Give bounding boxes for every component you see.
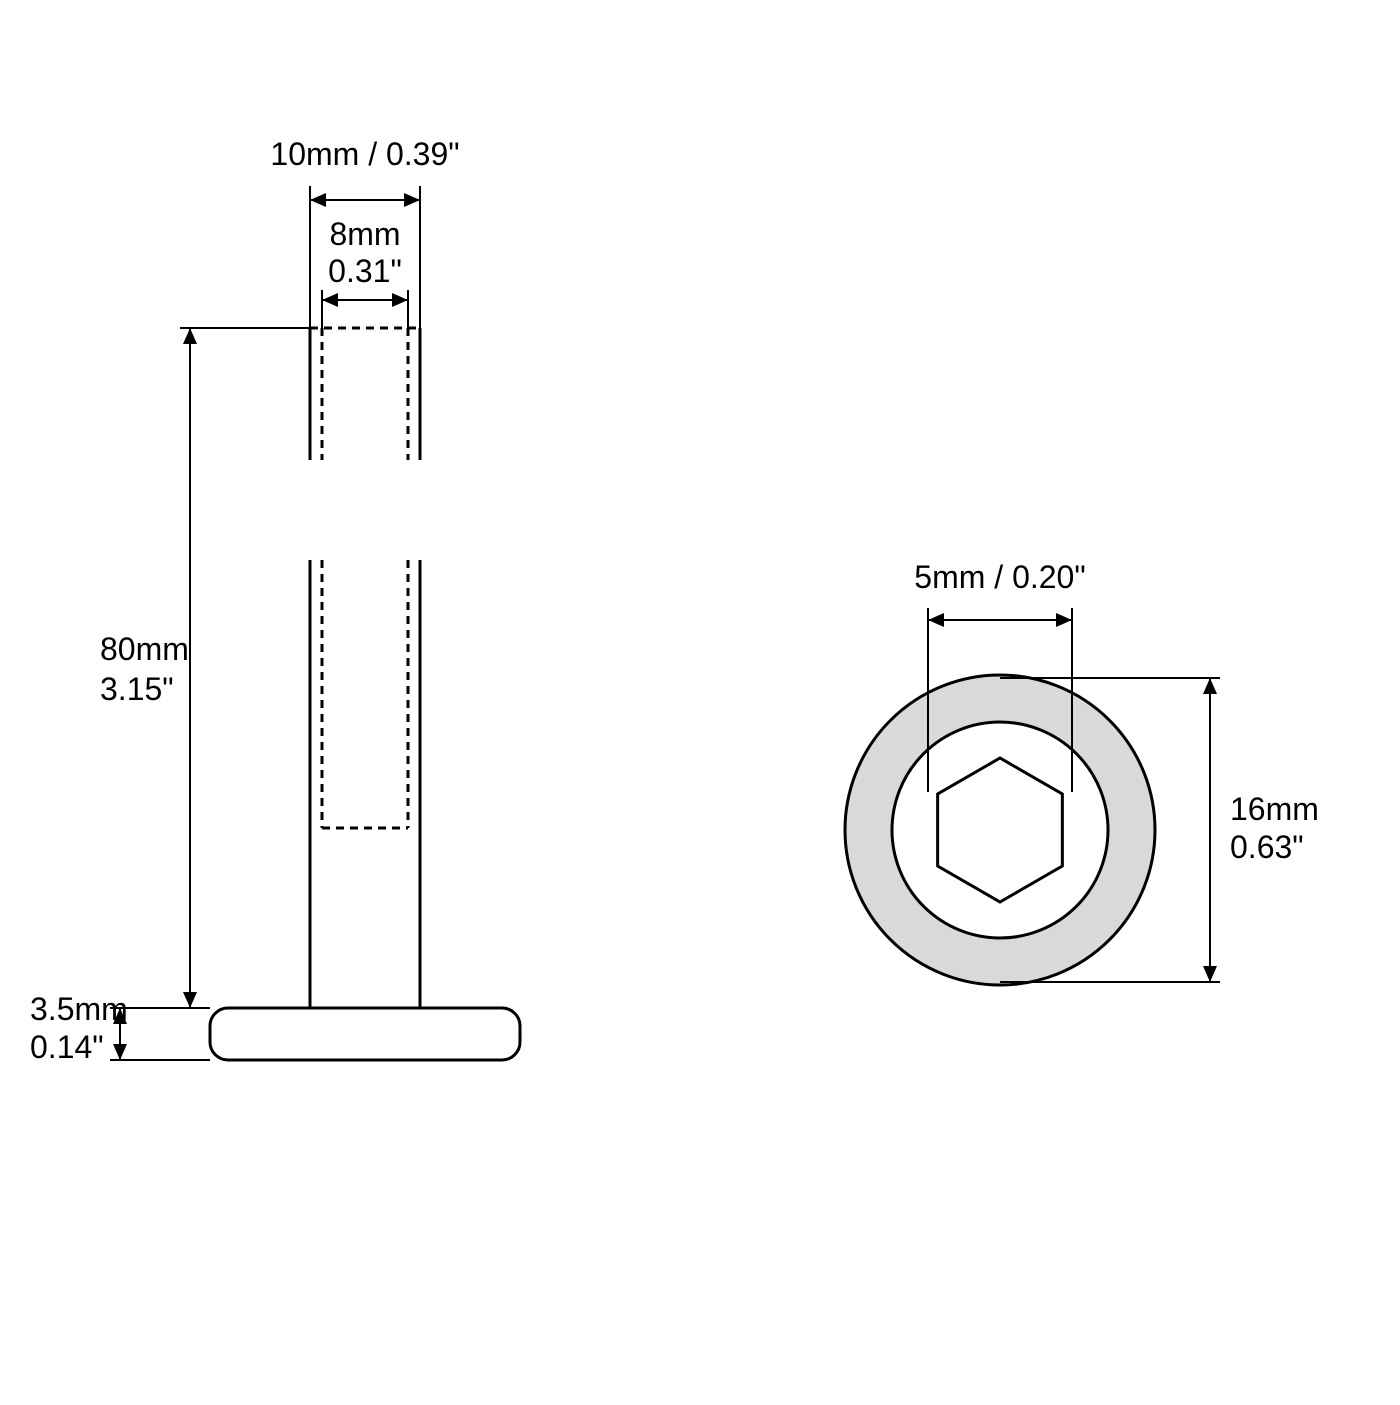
dim-80in-label: 3.15"	[100, 671, 174, 707]
dim-16mm-label: 16mm	[1230, 791, 1319, 827]
side-view	[210, 1008, 520, 1060]
dim-80mm-label: 80mm	[100, 631, 189, 667]
top-view	[845, 675, 1155, 985]
dimension-drawing: 10mm / 0.39" 8mm0.31" 80mm 3.15" 3.5mm0.14" 5…	[0, 0, 1400, 1400]
dim-5mm-label: 5mm / 0.20"	[914, 559, 1085, 595]
dim-8in-label: 0.31"	[328, 253, 402, 289]
dim-8mm-label: 8mm	[329, 216, 400, 252]
dim-35mm-label: 3.5mm	[30, 991, 128, 1027]
dim-10mm-label: 10mm / 0.39"	[270, 136, 459, 172]
dim-16in-label: 0.63"	[1230, 829, 1304, 865]
dim-35in-label: 0.14"	[30, 1029, 104, 1065]
